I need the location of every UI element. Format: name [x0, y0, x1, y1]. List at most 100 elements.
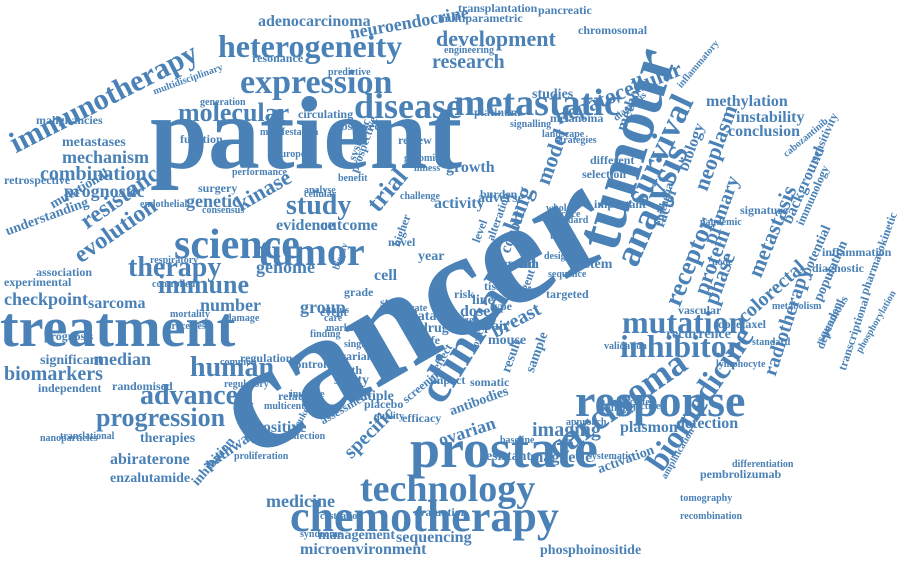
word-strategies: strategies	[556, 136, 597, 146]
word-cell: cell	[374, 268, 397, 284]
word-life: life	[424, 334, 440, 346]
word-associated: associated	[612, 398, 655, 408]
word-performance: performance	[232, 168, 287, 178]
word-phosphoinositide: phosphoinositide	[540, 544, 641, 558]
word-common: common	[220, 358, 257, 368]
word-baseline: baseline	[500, 436, 534, 446]
word-differentiation: differentiation	[732, 460, 793, 470]
word-rate: rate	[410, 304, 427, 314]
word-plasmon: plasmon	[620, 420, 678, 436]
word-platinum: platinum	[474, 106, 521, 118]
word-tissue: tissue	[484, 280, 513, 292]
word-grade: grade	[344, 286, 373, 298]
word-multicentre: multicentre	[264, 402, 313, 412]
word-risk: risk	[454, 288, 474, 300]
word-growth: growth	[446, 160, 495, 176]
word-recombination: recombination	[680, 512, 742, 522]
word-variant: variant	[340, 350, 377, 362]
word-sarcoma: sarcoma	[88, 296, 145, 312]
word-regulatory: regulatory	[224, 380, 269, 390]
word-whole: whole	[546, 204, 571, 214]
word-respiratory: respiratory	[150, 256, 198, 266]
word-review: review	[398, 134, 432, 146]
word-metastases: metastases	[62, 136, 126, 150]
word-target: target	[550, 232, 576, 242]
word-studies: studies	[532, 88, 573, 102]
word-controlled: controlled	[152, 280, 195, 290]
word-lymphocyte: lymphocyte	[716, 360, 765, 370]
word-targeted: targeted	[546, 288, 589, 300]
word-pandemic: pandemic	[700, 218, 742, 228]
word-different: different	[590, 154, 634, 166]
word-resonance: resonance	[252, 52, 303, 64]
word-genome: genome	[256, 258, 315, 276]
word-illness: illness	[414, 164, 440, 174]
word-year: year	[418, 250, 444, 264]
word-conclusion: conclusion	[728, 124, 800, 140]
word-nanoparticles: nanoparticles	[40, 434, 98, 444]
word-node: node	[712, 258, 733, 268]
word-median: median	[94, 350, 151, 368]
word-recurrence: recurrence	[666, 328, 731, 342]
word-melanoma: melanoma	[550, 112, 603, 124]
word-sequence: sequence	[548, 270, 586, 280]
word-standard: standard	[752, 338, 790, 348]
word-design: design	[544, 252, 571, 262]
word-manifestation: manifestation	[260, 128, 318, 138]
word-vascular: vascular	[678, 304, 721, 316]
word-surgery: surgery	[198, 182, 237, 194]
word-generation: generation	[200, 98, 246, 108]
word-randomised: randomised	[112, 380, 173, 392]
word-metabolism: metabolism	[772, 302, 821, 312]
word-technology: technology	[360, 470, 535, 508]
word-multiparametric: multiparametric	[438, 12, 523, 24]
word-cellular: cellular	[304, 190, 336, 200]
word-medicine: medicine	[266, 492, 335, 510]
word-control: control	[290, 358, 326, 370]
word-inhibition: inhibition	[190, 435, 238, 489]
word-consensus: consensus	[202, 206, 244, 216]
word-stem: stem	[380, 296, 404, 308]
word-important: important	[594, 198, 646, 210]
word-type: type	[490, 300, 512, 312]
word-health: health	[330, 364, 362, 376]
word-abiraterone: abiraterone	[110, 452, 190, 468]
word-pancreatic: pancreatic	[538, 4, 592, 16]
word-outcome: outcome	[320, 218, 378, 234]
word-efficacy: efficacy	[402, 412, 441, 424]
word-genomics: genomics	[404, 154, 443, 164]
word-malignancies: malignancies	[36, 114, 103, 126]
word-predictive: predictive	[328, 68, 371, 78]
word-single: single	[344, 340, 368, 350]
word-approach: approach	[566, 418, 606, 428]
word-endothelial: endothelial	[140, 200, 187, 210]
word-processes: processes	[166, 322, 206, 332]
word-european: european	[276, 150, 316, 160]
word-benefit: benefit	[338, 174, 367, 184]
word-mortality: mortality	[170, 310, 210, 320]
word-prognosis: prognosis	[44, 330, 93, 342]
word-finding: finding	[310, 330, 341, 340]
word-selection: selection	[582, 168, 626, 180]
word-progression: progression	[96, 405, 225, 431]
word-signature: signature	[740, 204, 788, 216]
word-function: function	[180, 133, 223, 145]
word-challenge: challenge	[400, 192, 440, 202]
word-enzalutamide: enzalutamide	[110, 472, 190, 486]
word-systematic: systematic	[588, 452, 632, 462]
word-independent: independent	[38, 382, 101, 394]
word-care: care	[324, 314, 342, 324]
word-chromosomal: chromosomal	[578, 24, 647, 36]
word-impact: impact	[430, 374, 465, 386]
word-engineering: engineering	[444, 46, 494, 56]
word-tomography: tomography	[680, 494, 732, 504]
word-infection: infection	[288, 432, 325, 442]
word-resistant: resistant	[480, 450, 531, 464]
word-retrospective: retrospective	[4, 174, 70, 186]
word-proliferation: proliferation	[234, 452, 288, 462]
word-quality: quality	[374, 412, 404, 422]
word-damage: damage	[226, 314, 259, 324]
word-mechanism: mechanism	[62, 148, 149, 166]
word-significant: significant	[40, 354, 102, 368]
